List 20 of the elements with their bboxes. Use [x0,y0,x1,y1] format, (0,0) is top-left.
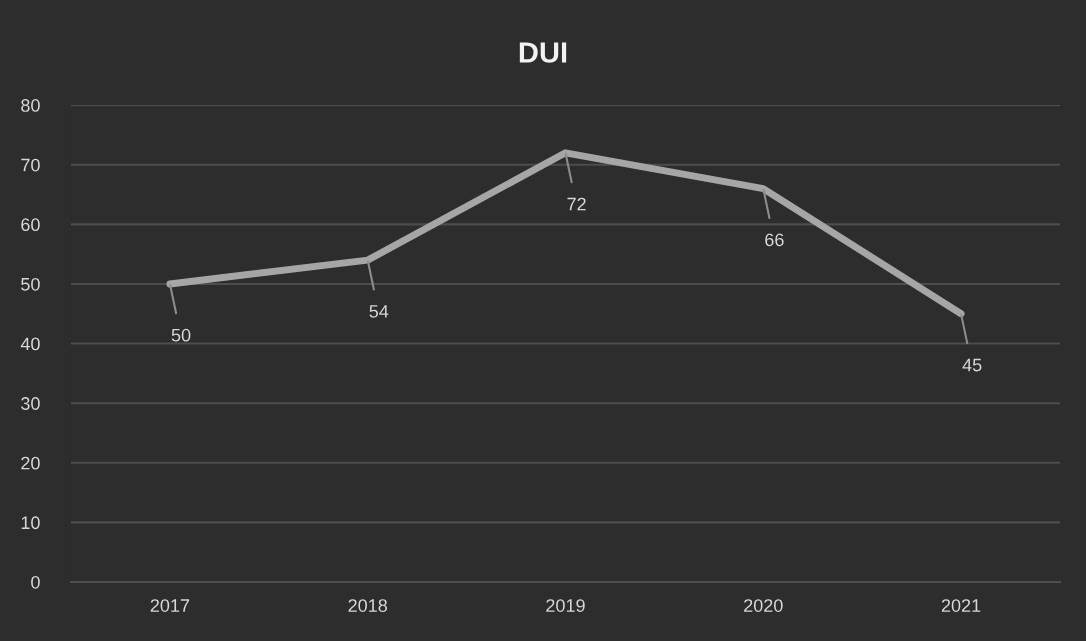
data-label: 66 [765,233,784,247]
y-tick-label: 60 [21,218,40,232]
y-tick-label: 40 [20,337,40,351]
y-tick-label: 0 [31,575,40,589]
x-tick-label: 2021 [941,599,981,612]
y-tick-label: 50 [21,277,40,291]
x-tick-label: 2019 [546,599,585,612]
y-tick-label: 70 [21,158,40,172]
data-label: 50 [171,328,191,342]
y-tick-label: 20 [21,456,40,470]
y-tick-label: 80 [21,99,40,112]
data-label: 72 [567,197,586,211]
y-tick-label: 10 [21,516,40,530]
x-tick-label: 2018 [348,599,387,612]
y-tick-label: 30 [21,397,40,410]
chart-title: DUI [519,42,567,63]
x-tick-label: 2020 [744,599,783,612]
data-label: 54 [369,305,389,318]
x-tick-label: 2017 [150,599,190,612]
data-label: 45 [962,358,982,372]
